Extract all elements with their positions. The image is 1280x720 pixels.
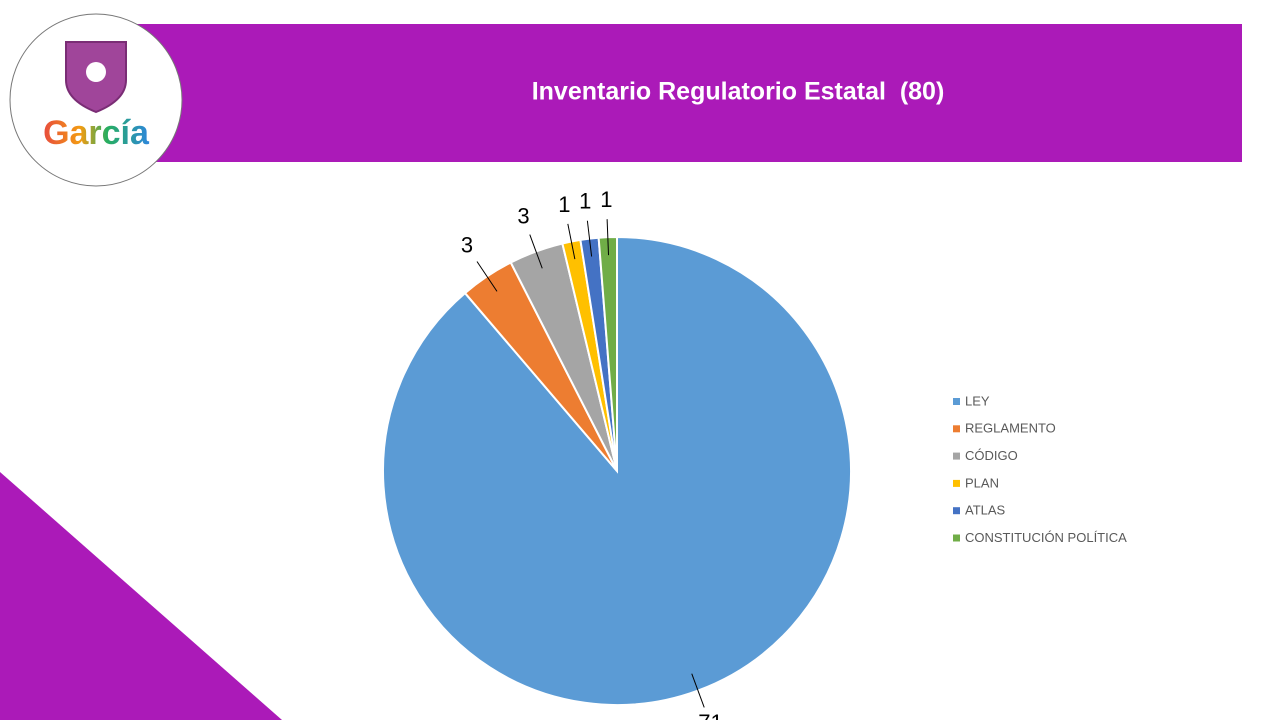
data-label: 1: [558, 192, 570, 217]
banner: [135, 24, 1242, 162]
leader-line: [529, 234, 543, 269]
data-label: 1: [579, 189, 591, 214]
leader-line: [691, 673, 705, 708]
leader-line: [567, 223, 576, 260]
legend-swatch: [953, 425, 960, 433]
legend-label: REGLAMENTO: [965, 421, 1056, 436]
legend-label: CÓDIGO: [965, 448, 1018, 463]
leader-line: [606, 219, 610, 256]
legend-label: CONSTITUCIÓN POLÍTICA: [965, 530, 1127, 545]
logo-text: García: [43, 114, 150, 152]
logo-tree: [86, 62, 106, 82]
legend-swatch: [953, 452, 960, 460]
data-label: 3: [517, 204, 529, 229]
chart-title: Inventario Regulatorio Estatal (80): [532, 78, 945, 106]
legend-label: LEY: [965, 393, 990, 408]
leader-line: [586, 220, 593, 257]
legend-label: PLAN: [965, 475, 999, 490]
data-label: 71: [698, 710, 722, 720]
data-label: 1: [600, 187, 612, 212]
legend-swatch: [953, 534, 960, 542]
data-label: 3: [461, 232, 473, 257]
leader-line: [476, 261, 498, 292]
legend-label: ATLAS: [965, 503, 1006, 518]
legend-swatch: [953, 398, 960, 405]
corner-triangle: [0, 472, 282, 720]
legend-swatch: [953, 507, 960, 515]
legend-swatch: [953, 479, 960, 487]
